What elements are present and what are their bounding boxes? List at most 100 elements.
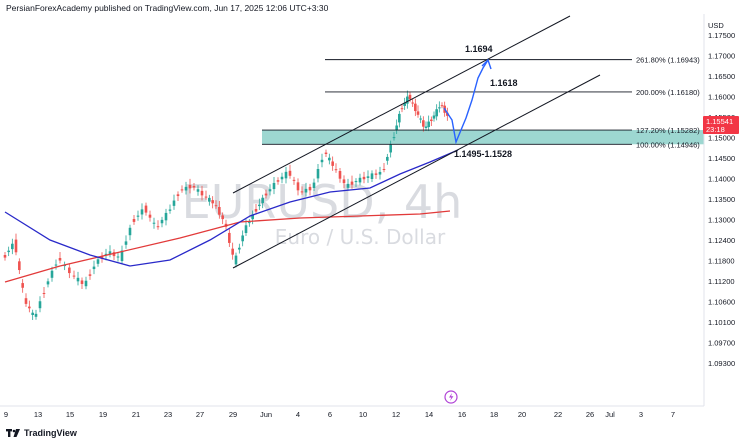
candle-body <box>164 212 168 221</box>
candle-body <box>221 215 224 220</box>
candle-body <box>24 298 28 304</box>
time-tick-label: 14 <box>425 410 433 419</box>
candle-body <box>46 281 50 285</box>
candle-body <box>338 171 342 179</box>
candle-body <box>234 255 238 265</box>
candle-body <box>42 293 46 294</box>
candle-body <box>382 169 386 170</box>
time-tick-label: 13 <box>34 410 42 419</box>
candle-body <box>414 103 417 112</box>
candle-body <box>54 264 58 266</box>
candle-body <box>14 239 18 253</box>
candle-body <box>116 256 120 258</box>
candle-body <box>398 113 401 123</box>
chart-header: PersianForexAcademy published on Trading… <box>6 3 329 13</box>
fib-level-label: 100.00% (1.14946) <box>636 140 700 149</box>
candle-body <box>124 241 128 245</box>
time-axis[interactable]: 9 13 15 19 21 23 27 29 Jun 4 6 10 12 14 16 18 20 22 26 Jul 3… <box>0 405 704 419</box>
time-tick-label: 6 <box>328 410 332 419</box>
moving-averages <box>4 149 459 283</box>
candle-body <box>50 270 54 278</box>
candle-body <box>18 261 21 271</box>
candles-layer <box>3 90 449 320</box>
candle-body <box>88 274 92 276</box>
price-tick-label: 1.17000 <box>708 52 735 61</box>
candle-body <box>211 200 214 204</box>
price-tick-label: 1.13500 <box>708 195 735 204</box>
candle-body <box>172 200 176 206</box>
time-tick-label: Jun <box>260 410 272 419</box>
price-tick-label: 1.14000 <box>708 175 735 184</box>
channel-upper-line <box>232 15 571 194</box>
price-tick-label: 1.17500 <box>708 31 735 40</box>
candle-body <box>254 209 258 212</box>
candle-body <box>241 235 244 242</box>
price-tick-label: 1.11200 <box>708 277 735 286</box>
trend-channel[interactable] <box>232 15 601 269</box>
target-label: 1.1618 <box>490 78 518 88</box>
candle-body <box>184 186 188 191</box>
price-tick-label: 1.09300 <box>708 359 735 368</box>
time-tick-label: 27 <box>196 410 204 419</box>
candle-body <box>21 283 24 288</box>
current-price-badge: 1.15541 23:18 <box>703 116 739 134</box>
candle-body <box>300 191 304 193</box>
price-tick-label: 1.10100 <box>708 318 735 327</box>
candle-body <box>231 248 234 255</box>
lightning-marker-icon[interactable] <box>444 390 458 404</box>
candle-body <box>440 105 444 107</box>
candle-body <box>180 189 184 191</box>
candle-body <box>38 301 42 309</box>
symbol-watermark: EURUSD, 4h Euro / U.S. Dollar <box>182 175 463 249</box>
fast-moving-average <box>4 149 459 267</box>
candle-body <box>264 193 268 196</box>
candle-body <box>192 186 196 188</box>
candle-body <box>248 222 251 224</box>
channel-lower-line <box>232 74 601 269</box>
candle-body <box>196 189 200 192</box>
candle-body <box>238 247 241 250</box>
candle-body <box>144 205 148 213</box>
candle-body <box>320 159 324 163</box>
time-tick-label: 16 <box>458 410 466 419</box>
candle-body <box>395 125 398 130</box>
candle-body <box>296 182 300 191</box>
candle-body <box>251 214 254 220</box>
candle-body <box>140 209 144 215</box>
candle-body <box>403 102 406 106</box>
candle-body <box>316 169 320 179</box>
projection-line <box>443 59 489 145</box>
time-tick-label: 18 <box>490 410 498 419</box>
candle-body <box>218 207 221 215</box>
tradingview-logo-icon <box>6 429 20 437</box>
time-tick-label: 9 <box>4 410 8 419</box>
candle-body <box>228 232 231 243</box>
projection-path[interactable] <box>443 58 492 145</box>
time-tick-label: 22 <box>554 410 562 419</box>
candle-body <box>370 173 374 179</box>
fibonacci-levels[interactable]: 261.80% (1.16943) 200.00% (1.16180) 127.20… <box>262 56 700 150</box>
candle-body <box>268 189 272 192</box>
candle-body <box>328 157 331 161</box>
countdown-value: 23:18 <box>706 125 725 134</box>
candle-body <box>214 205 218 207</box>
candle-body <box>422 120 425 127</box>
price-tick-label: 1.13000 <box>708 216 735 225</box>
candle-body <box>11 243 14 250</box>
price-axis[interactable]: USD 1.175001.170001.165001.160001.155001… <box>703 14 735 406</box>
candle-body <box>28 306 31 309</box>
price-tick-label: 1.12400 <box>708 236 735 245</box>
candle-body <box>148 214 152 218</box>
candle-body <box>324 152 328 154</box>
candle-body <box>378 171 382 175</box>
target-label: 1.1495-1.1528 <box>454 149 512 159</box>
time-tick-label: 3 <box>639 410 643 419</box>
target-label: 1.1694 <box>465 44 493 54</box>
candle-body <box>258 204 261 207</box>
candle-body <box>331 161 334 166</box>
support-zone[interactable] <box>262 130 704 145</box>
candle-body <box>432 115 436 119</box>
candle-body <box>362 176 366 180</box>
candle-body <box>160 219 164 224</box>
